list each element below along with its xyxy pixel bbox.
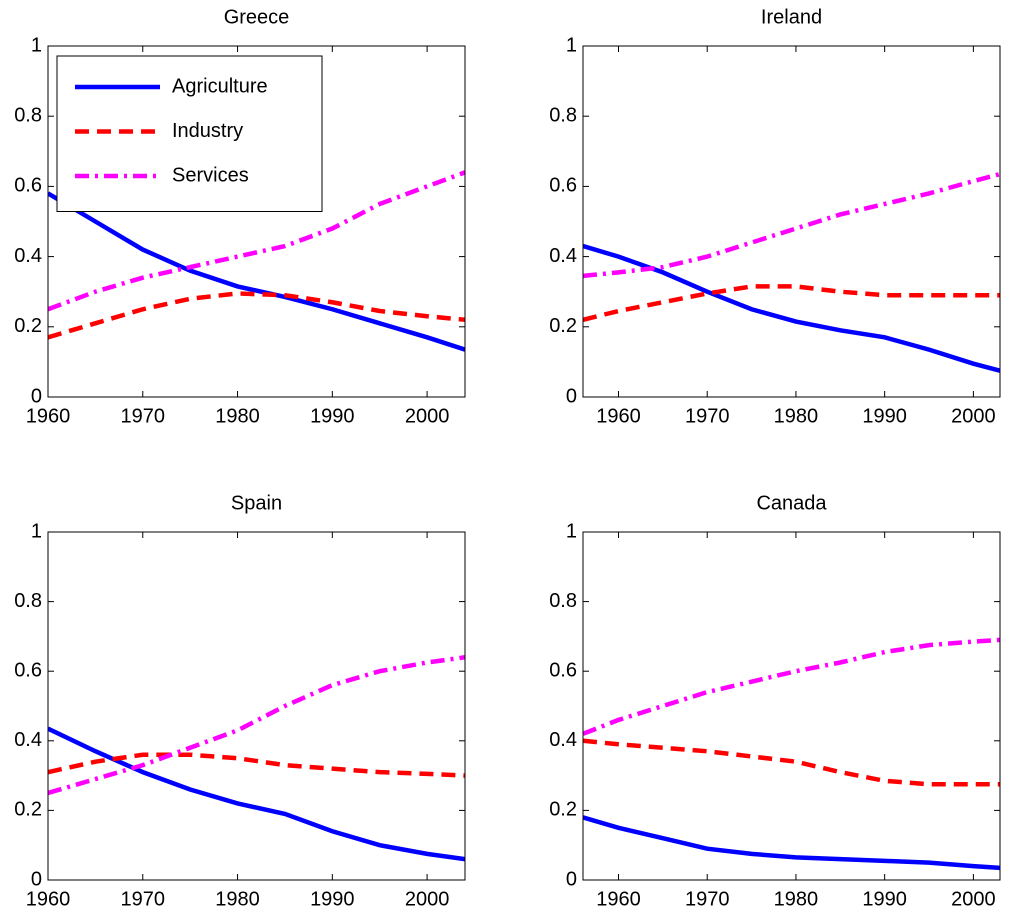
x-tick-label: 1970: [685, 888, 730, 910]
series-line: [583, 284, 1000, 322]
series-line: [583, 815, 1000, 871]
y-tick-label: 0: [566, 868, 577, 890]
x-tick-label: 2000: [951, 405, 996, 427]
series-line: [48, 291, 465, 340]
x-tick-label: 1980: [215, 405, 260, 427]
series-line: [48, 752, 465, 778]
y-tick-label: 0.2: [549, 315, 577, 337]
y-tick-label: 0.4: [549, 729, 577, 751]
x-tick-label: 1960: [26, 405, 71, 427]
x-tick-label: 1970: [685, 405, 730, 427]
axes-box: [582, 45, 1001, 398]
panel-title: Ireland: [761, 6, 822, 28]
x-tick-label: 1980: [215, 888, 260, 910]
series-line: [583, 243, 1000, 373]
x-tick-label: 1990: [310, 405, 355, 427]
x-tick-label: 1980: [774, 405, 819, 427]
y-tick-label: 0.2: [14, 315, 42, 337]
x-tick-label: 1990: [862, 405, 907, 427]
y-tick-label: 0.2: [14, 799, 42, 821]
x-tick-label: 1970: [121, 888, 166, 910]
x-tick-label: 2000: [951, 888, 996, 910]
y-tick-label: 0: [566, 385, 577, 407]
x-tick-label: 1980: [774, 888, 819, 910]
axes-box: [47, 45, 466, 398]
x-tick-label: 1960: [596, 405, 641, 427]
series-line: [48, 191, 465, 352]
y-tick-label: 1: [31, 34, 42, 56]
legend-label: Industry: [172, 120, 243, 142]
y-tick-label: 1: [566, 34, 577, 56]
x-tick-label: 1990: [862, 888, 907, 910]
y-tick-label: 0: [31, 385, 42, 407]
x-tick-label: 1990: [310, 888, 355, 910]
series-line: [48, 655, 465, 796]
axes-box: [47, 531, 466, 881]
panel-title: Canada: [756, 492, 827, 514]
x-tick-label: 2000: [405, 888, 450, 910]
legend-label: Agriculture: [172, 75, 268, 97]
y-tick-label: 0.8: [14, 104, 42, 126]
y-tick-label: 0.6: [549, 659, 577, 681]
series-line: [48, 726, 465, 862]
panel-title: Greece: [224, 6, 290, 28]
y-tick-label: 0.6: [549, 175, 577, 197]
panel-title: Spain: [231, 492, 282, 514]
y-tick-label: 1: [31, 520, 42, 542]
series-line: [583, 171, 1000, 279]
x-tick-label: 2000: [405, 405, 450, 427]
series-line: [583, 738, 1000, 787]
y-tick-label: 0.4: [14, 245, 42, 267]
series-line: [583, 637, 1000, 736]
y-tick-label: 0: [31, 868, 42, 890]
y-tick-label: 1: [566, 520, 577, 542]
y-tick-label: 0.2: [549, 799, 577, 821]
y-tick-label: 0.6: [14, 659, 42, 681]
y-tick-label: 0.6: [14, 175, 42, 197]
y-tick-label: 0.4: [14, 729, 42, 751]
x-tick-label: 1960: [26, 888, 71, 910]
legend-label: Services: [172, 164, 249, 186]
y-tick-label: 0.8: [549, 590, 577, 612]
x-tick-label: 1960: [596, 888, 641, 910]
y-tick-label: 0.8: [14, 590, 42, 612]
y-tick-label: 0.8: [549, 104, 577, 126]
axes-box: [582, 531, 1001, 881]
x-tick-label: 1970: [121, 405, 166, 427]
y-tick-label: 0.4: [549, 245, 577, 267]
